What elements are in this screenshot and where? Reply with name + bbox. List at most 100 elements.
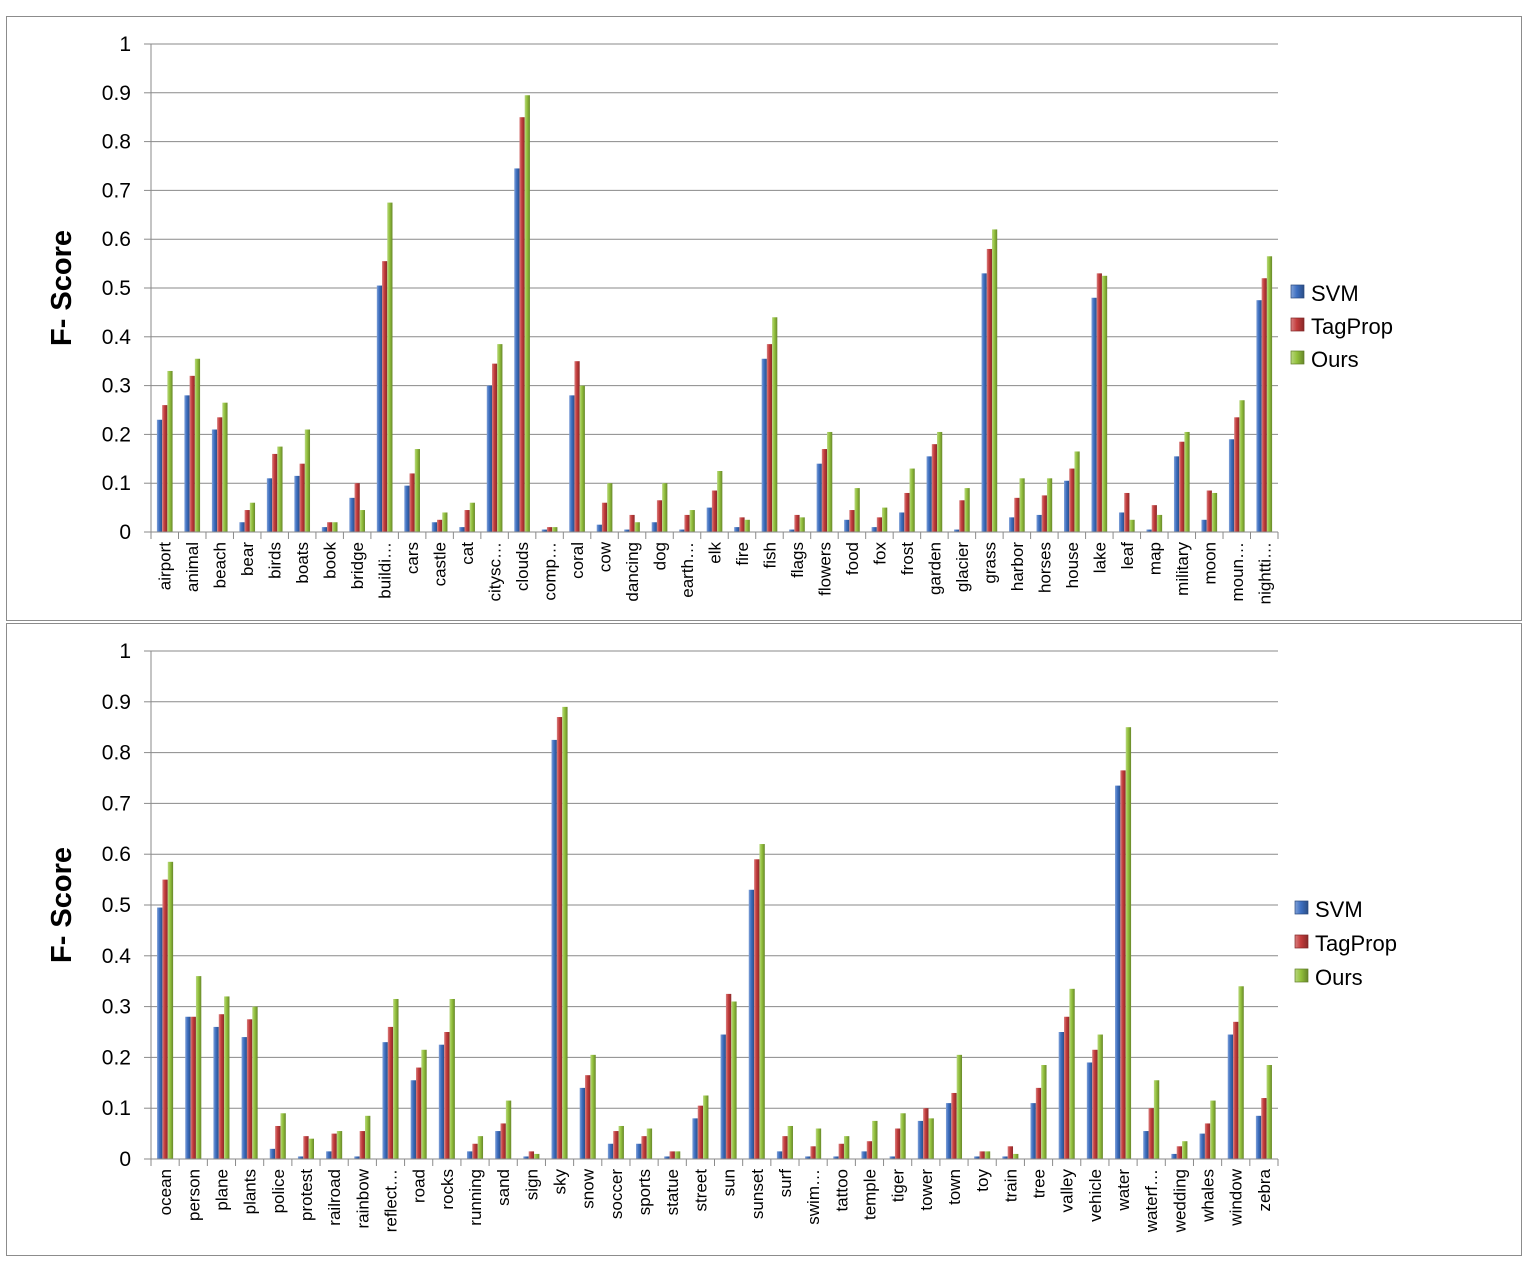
bar-svm-26 (871, 527, 877, 532)
bar-ours-3 (252, 1006, 258, 1159)
bar-tagprop-16 (613, 1131, 619, 1159)
legend-swatch-ours (1290, 350, 1305, 365)
bar-ours-33 (1074, 451, 1080, 532)
bar-tagprop-22 (782, 1136, 788, 1159)
bar-tagprop-12 (500, 1123, 506, 1159)
bar-svm-38 (1227, 1034, 1234, 1159)
x-category-label: lake (1090, 542, 1109, 573)
x-category-label: swim… (804, 1169, 823, 1225)
bar-ours-11 (469, 502, 475, 532)
y-tick-label: 0.1 (102, 1097, 131, 1120)
bar-ours-26 (882, 507, 888, 532)
bar-svm-7 (354, 1156, 360, 1159)
bar-svm-0 (156, 419, 163, 532)
bar-tagprop-20 (711, 490, 718, 532)
bar-ours-18 (662, 483, 668, 532)
bar-svm-16 (596, 524, 602, 532)
bar-tagprop-5 (303, 1136, 309, 1159)
x-category-label: rocks (438, 1169, 457, 1210)
bar-svm-1 (185, 1016, 191, 1159)
x-category-label: valley (1058, 1169, 1077, 1213)
x-category-label: plane (212, 1169, 231, 1211)
bar-ours-31 (1019, 478, 1025, 532)
bar-ours-38 (1238, 986, 1244, 1159)
bar-tagprop-13 (519, 117, 525, 532)
bar-ours-4 (277, 446, 283, 532)
bar-svm-32 (1036, 514, 1042, 532)
bar-svm-31 (1009, 517, 1015, 532)
bar-svm-15 (579, 1087, 586, 1159)
bar-svm-36 (1146, 529, 1152, 532)
bar-tagprop-2 (218, 1014, 225, 1159)
bar-tagprop-12 (491, 363, 498, 532)
x-category-label: sky (551, 1169, 570, 1195)
x-category-label: military (1173, 542, 1192, 596)
bar-ours-23 (799, 517, 805, 532)
x-category-label: elk (706, 542, 725, 564)
bar-svm-35 (1143, 1131, 1149, 1159)
x-category-label: moon (1200, 542, 1219, 585)
bar-svm-27 (917, 1120, 924, 1159)
bar-tagprop-37 (1179, 441, 1185, 532)
bar-tagprop-7 (354, 483, 360, 532)
x-category-label: castle (431, 542, 450, 586)
x-category-label: earth… (678, 542, 697, 598)
bar-svm-13 (514, 168, 520, 532)
bar-svm-6 (326, 1151, 332, 1159)
chart-bottom: 0 0.1 0.2 0.3 0.4 0.5 0.6 0.7 0.8 0.9 1 ocean person… (46, 640, 1397, 1233)
x-category-label: clouds (513, 542, 532, 591)
chart-panel-top: 0 0.1 0.2 0.3 0.4 0.5 0.6 0.7 0.8 0.9 1 airport anim… (6, 16, 1522, 621)
bar-tagprop-33 (1069, 468, 1075, 532)
bar-svm-16 (607, 1143, 614, 1159)
bar-ours-38 (1211, 492, 1218, 532)
bar-svm-3 (239, 522, 245, 532)
bar-tagprop-38 (1233, 1021, 1239, 1159)
bar-tagprop-9 (409, 473, 415, 532)
bar-tagprop-28 (951, 1092, 957, 1159)
bar-tagprop-11 (464, 510, 470, 532)
x-category-label: beach (211, 542, 230, 588)
bar-svm-19 (679, 529, 685, 532)
x-category-label: nightti… (1255, 542, 1274, 604)
bar-tagprop-39 (1234, 417, 1240, 532)
x-category-label: boats (293, 542, 312, 584)
bar-tagprop-8 (387, 1026, 394, 1159)
bar-tagprop-26 (876, 517, 883, 532)
bar-ours-8 (387, 202, 393, 532)
bar-svm-4 (269, 1148, 276, 1159)
bar-ours-29 (964, 488, 970, 532)
bar-tagprop-37 (1204, 1123, 1211, 1159)
x-category-label: horses (1035, 542, 1054, 593)
bar-ours-27 (928, 1118, 934, 1159)
bar-tagprop-39 (1261, 1098, 1267, 1159)
y-tick-label: 0.6 (102, 228, 131, 251)
legend-swatch-svm (1290, 284, 1305, 299)
bar-svm-0 (157, 907, 163, 1159)
legend-label-ours: Ours (1311, 347, 1359, 372)
x-category-label: cars (403, 542, 422, 574)
bar-tagprop-21 (739, 517, 745, 532)
bar-tagprop-14 (556, 717, 563, 1159)
x-category-label: wedding (1170, 1169, 1189, 1233)
bar-ours-16 (618, 1125, 624, 1159)
bar-svm-24 (816, 463, 822, 532)
y-tick-label: 0.8 (102, 131, 131, 154)
bar-ours-17 (646, 1128, 653, 1159)
bar-tagprop-31 (1014, 497, 1020, 532)
bar-ours-24 (827, 431, 833, 532)
y-tick-label: 0.9 (102, 82, 131, 105)
bar-svm-9 (404, 485, 410, 532)
x-category-label: temple (860, 1169, 879, 1220)
bar-tagprop-14 (546, 527, 553, 532)
bar-tagprop-4 (275, 1125, 281, 1159)
bar-ours-34 (1101, 275, 1108, 532)
bar-ours-12 (505, 1100, 512, 1159)
bar-svm-35 (1118, 512, 1125, 532)
y-tick-label: 0.4 (102, 945, 132, 968)
x-category-label: plants (241, 1169, 260, 1214)
x-category-label: running (466, 1169, 485, 1226)
bar-ours-27 (909, 468, 915, 532)
bar-svm-23 (805, 1156, 811, 1159)
bar-ours-6 (332, 522, 338, 532)
legend-label-ours: Ours (1315, 965, 1363, 990)
